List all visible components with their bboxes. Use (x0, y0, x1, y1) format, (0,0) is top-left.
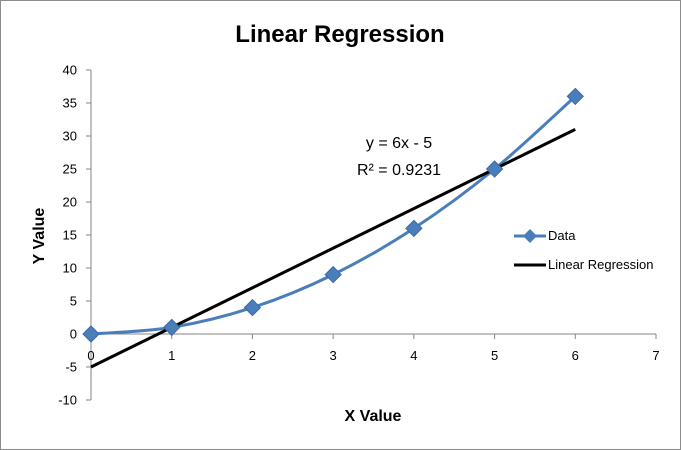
chart-title: Linear Regression (235, 21, 444, 48)
x-tick-label: 0 (87, 348, 94, 363)
data-series-line (90, 95, 577, 336)
y-tick-label: 35 (63, 96, 77, 111)
data-point-marker (405, 219, 423, 238)
y-tick-label: 25 (63, 162, 77, 177)
y-tick-label: 30 (63, 129, 77, 144)
legend: Data Linear Regression (514, 228, 654, 272)
y-tick-label: -5 (65, 360, 77, 375)
y-tick-label: 15 (63, 228, 77, 243)
y-axis: -10 -5 0 5 10 15 20 25 30 35 40 (58, 63, 92, 408)
data-point-marker (324, 265, 342, 284)
data-point-marker (163, 318, 181, 337)
legend-data-marker (523, 229, 537, 243)
x-tick-label: 6 (572, 348, 579, 363)
data-point-marker (243, 298, 262, 317)
r-squared-label: R² = 0.9231 (357, 162, 441, 179)
regression-line (90, 128, 576, 369)
x-tick-label: 3 (330, 348, 337, 363)
x-tick-label: 7 (652, 348, 659, 363)
x-tick-label: 5 (491, 348, 498, 363)
x-axis: 0 1 2 3 4 5 6 7 (87, 333, 660, 363)
data-point-marker (82, 325, 100, 343)
data-point-marker (485, 160, 504, 178)
y-tick-label: 10 (63, 261, 77, 276)
plot-area (82, 87, 584, 369)
y-axis-title: Y Value (31, 208, 48, 265)
y-tick-label: 0 (70, 327, 77, 342)
x-tick-label: 4 (410, 348, 417, 363)
x-axis-title: X Value (345, 408, 402, 425)
legend-data-label: Data (548, 228, 576, 243)
data-point-marker (566, 87, 584, 106)
y-tick-label: 40 (63, 63, 77, 78)
y-tick-label: -10 (58, 393, 77, 408)
x-tick-label: 1 (168, 348, 175, 363)
regression-equation: y = 6x - 5 (366, 135, 432, 152)
y-tick-label: 5 (70, 294, 77, 309)
y-tick-label: 20 (63, 195, 77, 210)
x-tick-label: 2 (249, 348, 256, 363)
legend-regression-label: Linear Regression (548, 257, 654, 272)
